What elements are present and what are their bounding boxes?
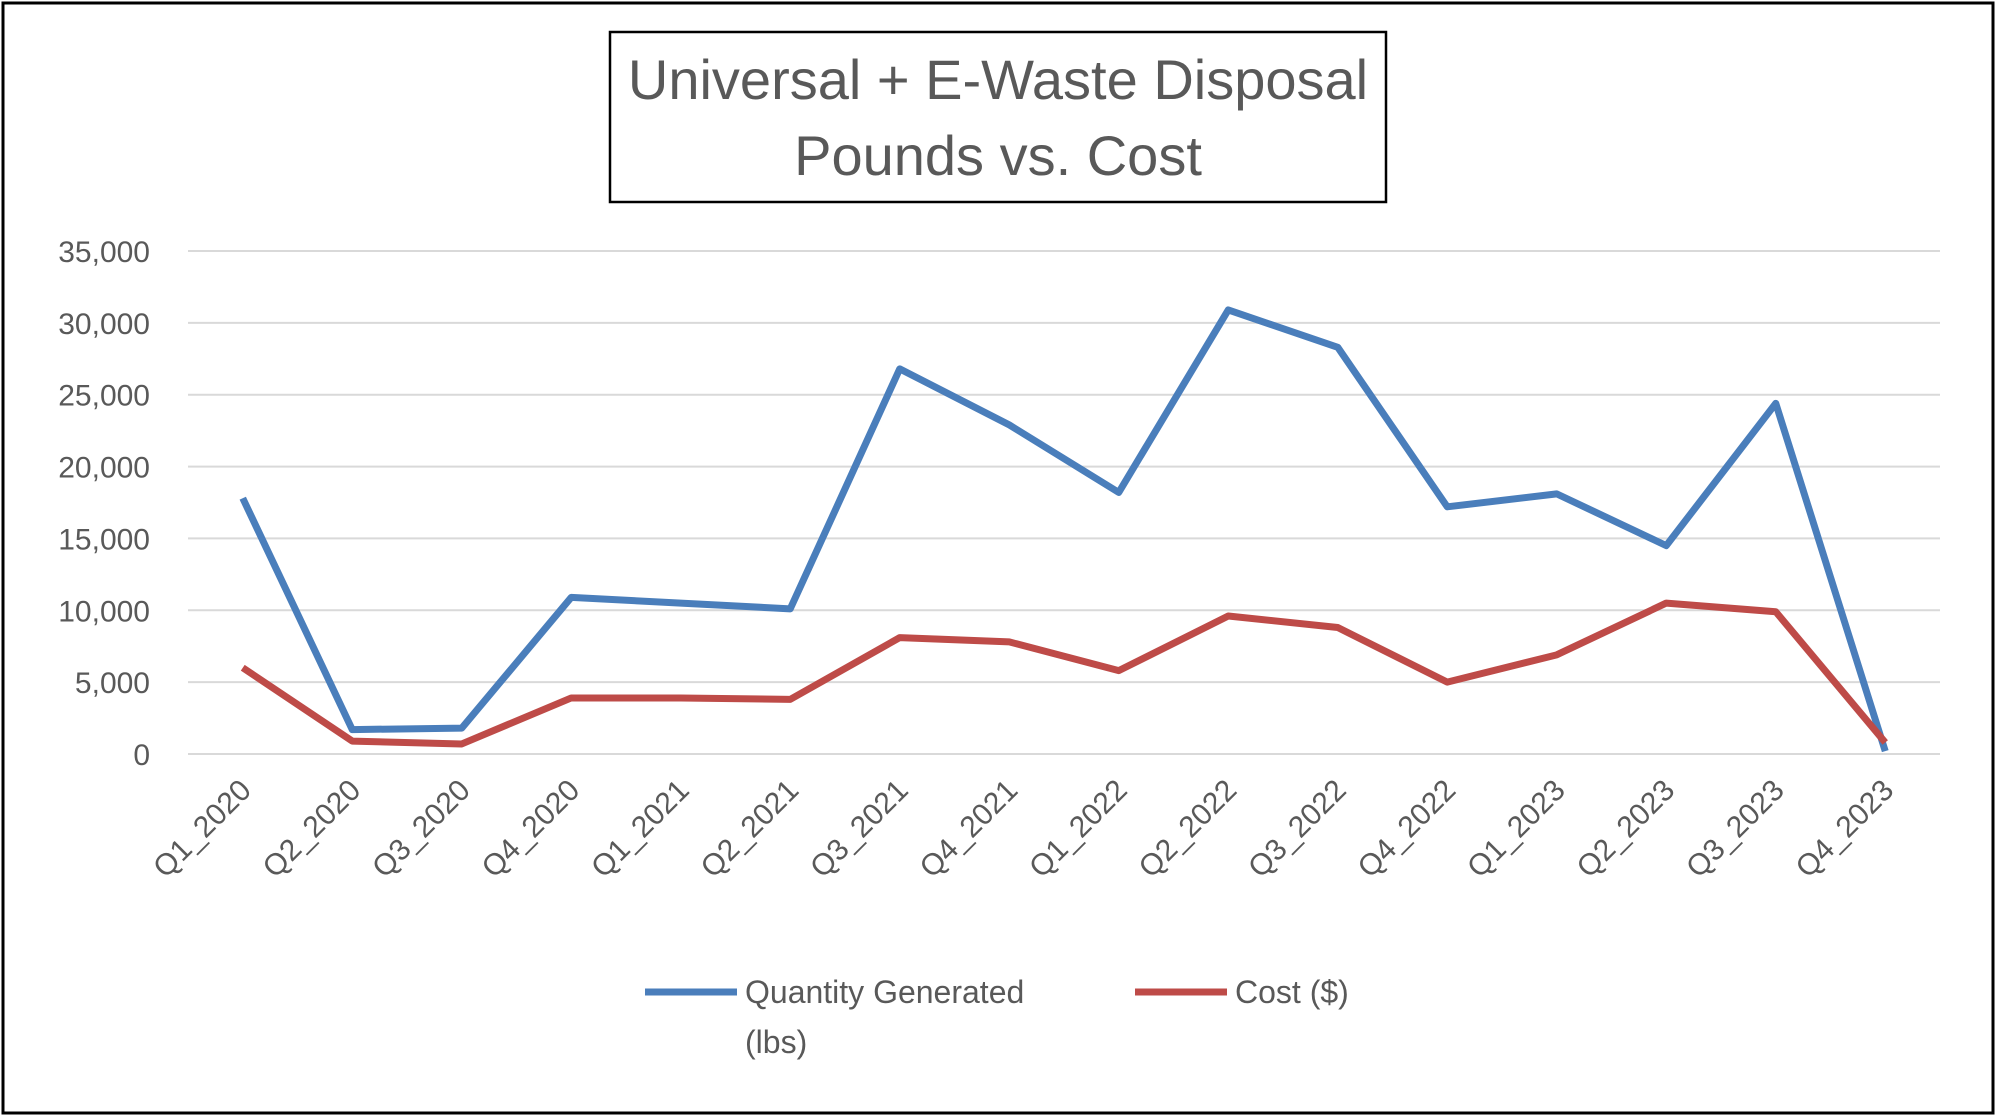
legend-label: Quantity Generated (lbs) (745, 974, 1025, 1060)
title-box (608, 30, 1388, 204)
legend-entry: Quantity Generated (lbs) (745, 974, 1025, 1060)
legend-entry: Cost ($) (1235, 974, 1349, 1010)
y-tick-label: 20,000 (58, 452, 150, 485)
chart-title: Universal + E-Waste Disposal (628, 48, 1368, 111)
legend-label: Cost ($) (1235, 974, 1349, 1010)
y-tick-label: 10,000 (58, 595, 150, 628)
series-line (239, 306, 1889, 753)
y-tick-label: 5,000 (75, 667, 150, 700)
y-tick-label: 30,000 (58, 308, 150, 341)
series-line (240, 599, 1888, 748)
y-tick-label: 15,000 (58, 523, 150, 556)
chart-title: Pounds vs. Cost (794, 124, 1202, 187)
y-tick-label: 35,000 (58, 236, 150, 269)
y-tick-label: 25,000 (58, 380, 150, 413)
y-tick-label: 0 (133, 739, 150, 772)
